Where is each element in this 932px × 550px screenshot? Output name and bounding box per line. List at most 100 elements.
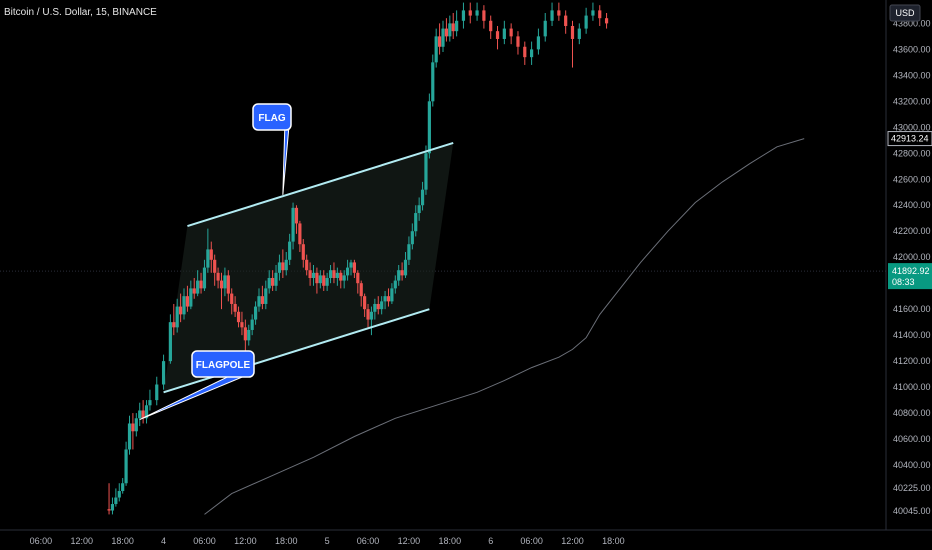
candle-body — [414, 213, 418, 232]
candle-body — [305, 259, 309, 271]
candle-body — [144, 405, 149, 419]
time-tick-label: 12:00 — [71, 536, 94, 546]
price-tick-label: 43600.00 — [893, 44, 931, 54]
candle-body — [604, 18, 609, 24]
time-tick-label: 12:00 — [398, 536, 421, 546]
candle-body — [410, 231, 414, 245]
candle-body — [352, 262, 356, 273]
flag-channel-area — [163, 142, 454, 393]
candle-body — [172, 322, 176, 328]
candle-body — [386, 296, 391, 302]
candle-body — [417, 205, 421, 214]
candle-body — [209, 249, 213, 260]
currency-badge[interactable]: USD — [889, 4, 921, 22]
candle-body — [437, 36, 442, 47]
price-tick-label: 42400.00 — [893, 200, 931, 210]
flagpole-callout-text: FLAGPOLE — [196, 360, 251, 371]
price-tick-label: 40800.00 — [893, 408, 931, 418]
candle-body — [598, 10, 602, 19]
candle-body — [482, 10, 486, 21]
candle-body — [240, 322, 244, 328]
flag-callout: FLAG — [252, 103, 292, 195]
candle-body — [284, 259, 288, 271]
candle-body — [308, 270, 312, 278]
candle-body — [380, 301, 384, 310]
candle-body — [134, 418, 138, 432]
time-tick-label: 6 — [488, 536, 493, 546]
flagpole-callout: FLAGPOLE — [139, 350, 255, 421]
candle-body — [591, 10, 595, 16]
candle-body — [264, 288, 268, 304]
time-tick-label: 18:00 — [602, 536, 625, 546]
flag-callout-leader — [282, 118, 290, 195]
candle-body — [332, 270, 336, 278]
flag-callout-text: FLAG — [258, 113, 285, 124]
candle-body — [141, 410, 145, 419]
candle-body — [564, 15, 568, 26]
price-tick-label: 42200.00 — [893, 226, 931, 236]
time-tick-label: 06:00 — [193, 536, 216, 546]
candles-layer — [107, 2, 609, 515]
candle-body — [199, 280, 203, 289]
candle-body — [475, 10, 479, 16]
candle-body — [216, 272, 220, 281]
candle-body — [236, 311, 241, 323]
candle-body — [206, 249, 210, 268]
time-tick-label: 06:00 — [30, 536, 53, 546]
candle-body — [124, 449, 128, 484]
candle-body — [175, 306, 179, 328]
candle-body — [138, 410, 142, 419]
candle-body — [349, 262, 353, 268]
candle-body — [219, 280, 224, 289]
candle-body — [281, 262, 285, 271]
candle-body — [390, 288, 394, 302]
price-tick-label: 40225.00 — [893, 483, 931, 493]
candle-body — [393, 280, 397, 289]
candle-body — [557, 10, 561, 16]
candle-body — [131, 423, 135, 432]
callout-layer: FLAG FLAGPOLE — [139, 103, 292, 421]
moving-average-line — [204, 138, 805, 515]
moving-average-layer — [204, 138, 805, 515]
candle-body — [117, 491, 121, 498]
candle-body — [516, 36, 520, 47]
candle-body — [461, 10, 466, 21]
candle-body — [233, 303, 237, 312]
candle-body — [127, 423, 132, 450]
candle-body — [400, 270, 404, 276]
candle-body — [322, 275, 326, 286]
price-tick-label: 43200.00 — [893, 96, 931, 106]
candle-body — [196, 280, 200, 294]
time-tick-label: 18:00 — [111, 536, 134, 546]
candle-body — [403, 259, 408, 276]
candle-body — [342, 275, 346, 281]
candle-body — [420, 189, 425, 206]
candle-body — [274, 272, 278, 286]
time-tick-label: 06:00 — [520, 536, 543, 546]
ma-price-value: 42913.24 — [891, 134, 929, 144]
candle-body — [359, 283, 363, 297]
candle-body — [155, 384, 159, 401]
candle-body — [148, 400, 152, 406]
time-tick-label: 12:00 — [561, 536, 584, 546]
candle-body — [230, 293, 234, 304]
candle-body — [407, 244, 411, 260]
candle-body — [213, 259, 217, 273]
candle-body — [271, 277, 275, 286]
candle-body — [424, 153, 428, 190]
candle-body — [373, 303, 377, 312]
trendline-layer — [163, 141, 454, 394]
flagpole-callout-box — [191, 350, 255, 378]
price-tick-label: 43800.00 — [893, 18, 931, 28]
time-tick-label: 18:00 — [275, 536, 298, 546]
candle-body — [315, 272, 319, 284]
candle-body — [121, 483, 125, 492]
candle-body — [468, 10, 472, 16]
candle-body — [291, 207, 295, 242]
candle-body — [397, 270, 401, 281]
price-tick-label: 42000.00 — [893, 252, 931, 262]
candle-body — [383, 296, 387, 302]
candle-body — [427, 101, 431, 154]
